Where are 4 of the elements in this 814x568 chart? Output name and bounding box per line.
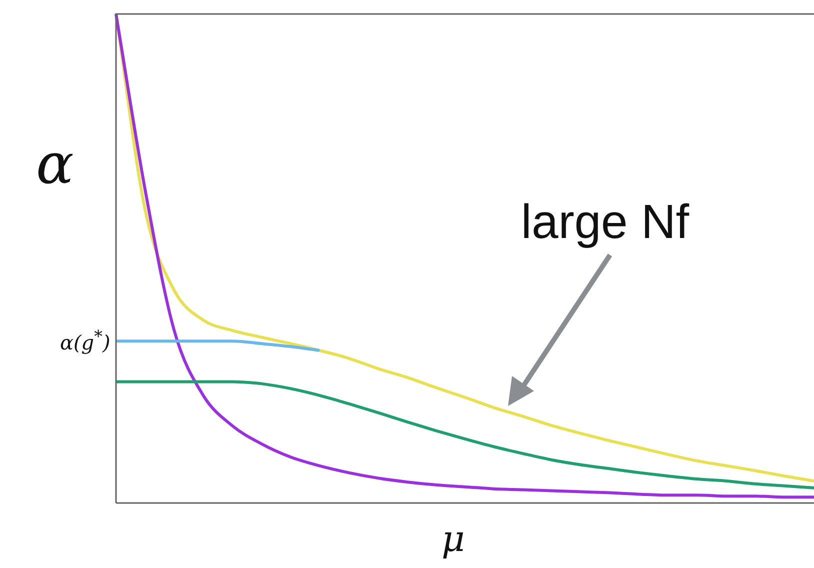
x-axis-title: μ (442, 518, 465, 560)
annotation: large Nf (521, 194, 690, 250)
y-axis-title: α (36, 132, 74, 196)
text: α(g$^{*}$) (60, 327, 110, 355)
